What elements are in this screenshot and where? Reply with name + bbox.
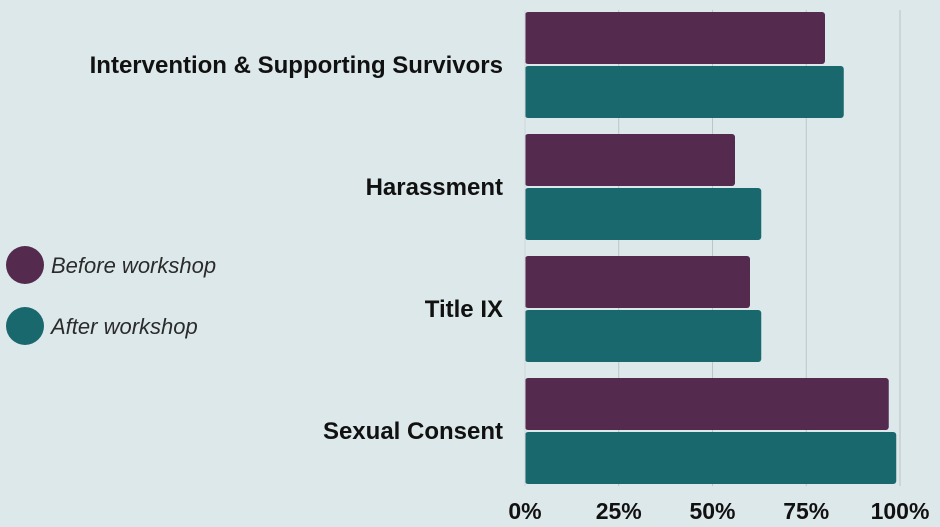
- legend-label: After workshop: [49, 314, 198, 339]
- legend-swatch: [6, 307, 44, 345]
- bar-after: [525, 188, 762, 240]
- category-label: Title IX: [425, 296, 503, 323]
- bar-after: [525, 310, 762, 362]
- bar-before: [525, 256, 750, 308]
- bar-after: [525, 432, 897, 484]
- x-tick-label: 50%: [689, 498, 735, 524]
- x-tick-label: 25%: [596, 498, 642, 524]
- category-label: Intervention & Supporting Survivors: [90, 52, 503, 79]
- x-tick-label: 100%: [871, 498, 930, 524]
- bar-before: [525, 134, 735, 186]
- x-tick-label: 75%: [783, 498, 829, 524]
- legend-swatch: [6, 246, 44, 284]
- legend-label: Before workshop: [51, 253, 216, 278]
- x-tick-label: 0%: [508, 498, 541, 524]
- bar-before: [525, 378, 889, 430]
- category-label: Harassment: [366, 174, 503, 201]
- category-label: Sexual Consent: [323, 418, 503, 445]
- bar-before: [525, 12, 825, 64]
- bar-after: [525, 66, 844, 118]
